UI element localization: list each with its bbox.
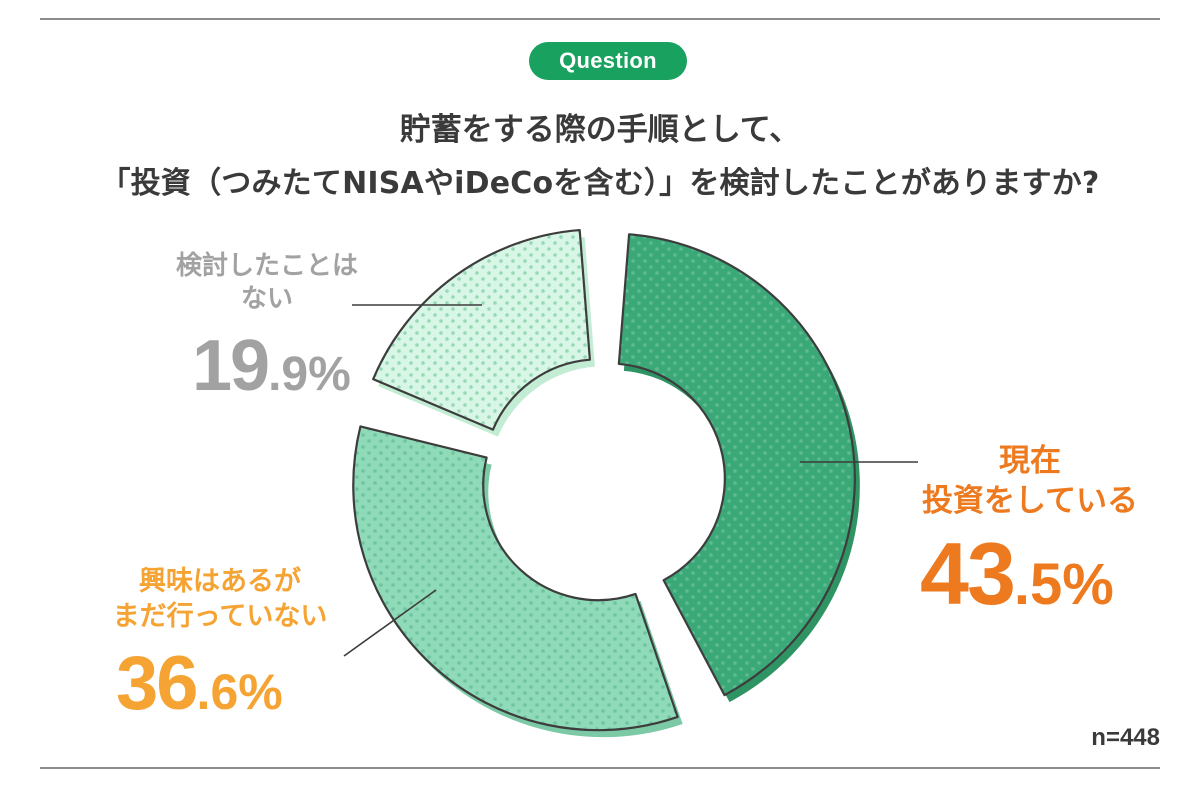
top-rule bbox=[40, 18, 1160, 20]
slice-percent-interested: 36.6% bbox=[116, 641, 283, 726]
question-badge: Question bbox=[529, 42, 687, 80]
sample-size: n=448 bbox=[1091, 724, 1160, 751]
slice-investing bbox=[617, 233, 856, 697]
slice-percent-investing: 43.5% bbox=[920, 524, 1114, 623]
leader-line-interested bbox=[343, 589, 437, 657]
slice-interested bbox=[352, 425, 679, 732]
slice-label-interested: 興味はあるが まだ行っていない bbox=[112, 566, 328, 632]
slice-percent-not-considered: 19.9% bbox=[192, 326, 351, 406]
bottom-rule bbox=[40, 767, 1160, 769]
slice-not-considered bbox=[372, 228, 591, 431]
slice-label-not-considered: 検討したことは ない bbox=[175, 251, 358, 315]
slice-label-investing: 現在 投資をしている bbox=[921, 443, 1139, 519]
question-title-line2: 「投資（つみたてNISAやiDeCoを含む）」を検討したことがありますか? bbox=[100, 166, 1100, 201]
question-title-line1: 貯蓄をする際の手順として、 bbox=[399, 112, 801, 148]
